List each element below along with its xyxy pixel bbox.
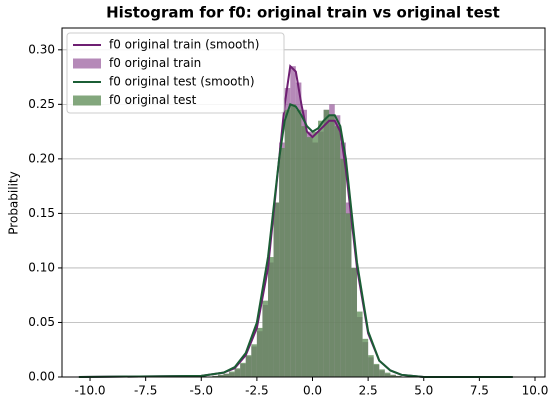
histogram-bar [362,338,369,377]
x-tick-label: 5.0 [414,384,433,398]
histogram-bar [234,368,241,377]
legend-label: f0 original test (smooth) [109,75,255,89]
histogram-bar [240,362,246,377]
histogram-bar [212,375,218,377]
histogram-bar [251,344,257,377]
histogram-bar [318,120,324,377]
y-tick-label: 0.10 [28,260,55,274]
x-tick-label: -10.0 [75,384,106,398]
y-axis-label: Probability [7,171,21,234]
histogram-bar [245,355,252,377]
histogram-bar [262,300,269,377]
histogram-bar [345,213,352,377]
histogram-bar [306,137,313,377]
x-tick-label: 2.5 [359,384,378,398]
histogram-bar [290,104,296,377]
histogram-bar [384,372,391,377]
histogram-bar [256,327,263,377]
y-tick-label: 0.20 [28,151,55,165]
histogram-bar [229,371,235,377]
y-tick-label: 0.25 [28,97,55,111]
histogram-bar [351,267,358,377]
legend-label: f0 original test [109,93,197,107]
legend-box [66,32,285,114]
histogram-bar [268,257,274,377]
x-tick-label: -7.5 [134,384,157,398]
histogram-bar [379,369,385,377]
legend-patch [73,58,101,69]
legend-patch [73,95,101,106]
legend-label: f0 original train [109,56,201,70]
histogram-bar [301,126,307,377]
histogram-bar [295,109,302,377]
x-tick-label: 7.5 [470,384,489,398]
histogram-bar [334,126,341,377]
x-tick-label: 10.0 [522,384,549,398]
histogram-bar [390,374,396,377]
histogram-bar [279,147,285,377]
histogram-bar [217,374,224,377]
histogram-bar [223,373,230,377]
histogram-bar [373,363,380,377]
x-tick-label: -2.5 [245,384,268,398]
histogram-bar [395,375,402,377]
histogram-bar [368,355,374,377]
x-tick-label: -5.0 [190,384,213,398]
y-tick-label: 0.15 [28,206,55,220]
smooth-line [78,103,513,378]
plot-frame [61,27,546,378]
y-tick-label: 0.00 [28,370,55,384]
y-tick-label: 0.30 [28,42,55,56]
legend-label: f0 original train (smooth) [109,38,259,52]
y-tick-label: 0.05 [28,315,55,329]
histogram-bar [329,115,335,377]
histogram-bar [357,311,363,377]
histogram-bar [340,158,346,377]
histogram-bar [284,109,291,377]
histogram-bar [323,109,330,377]
histogram-bar [312,131,319,377]
chart-title: Histogram for f0: original train vs orig… [106,4,500,22]
x-tick-label: 0.0 [303,384,322,398]
histogram-bar [273,202,280,377]
